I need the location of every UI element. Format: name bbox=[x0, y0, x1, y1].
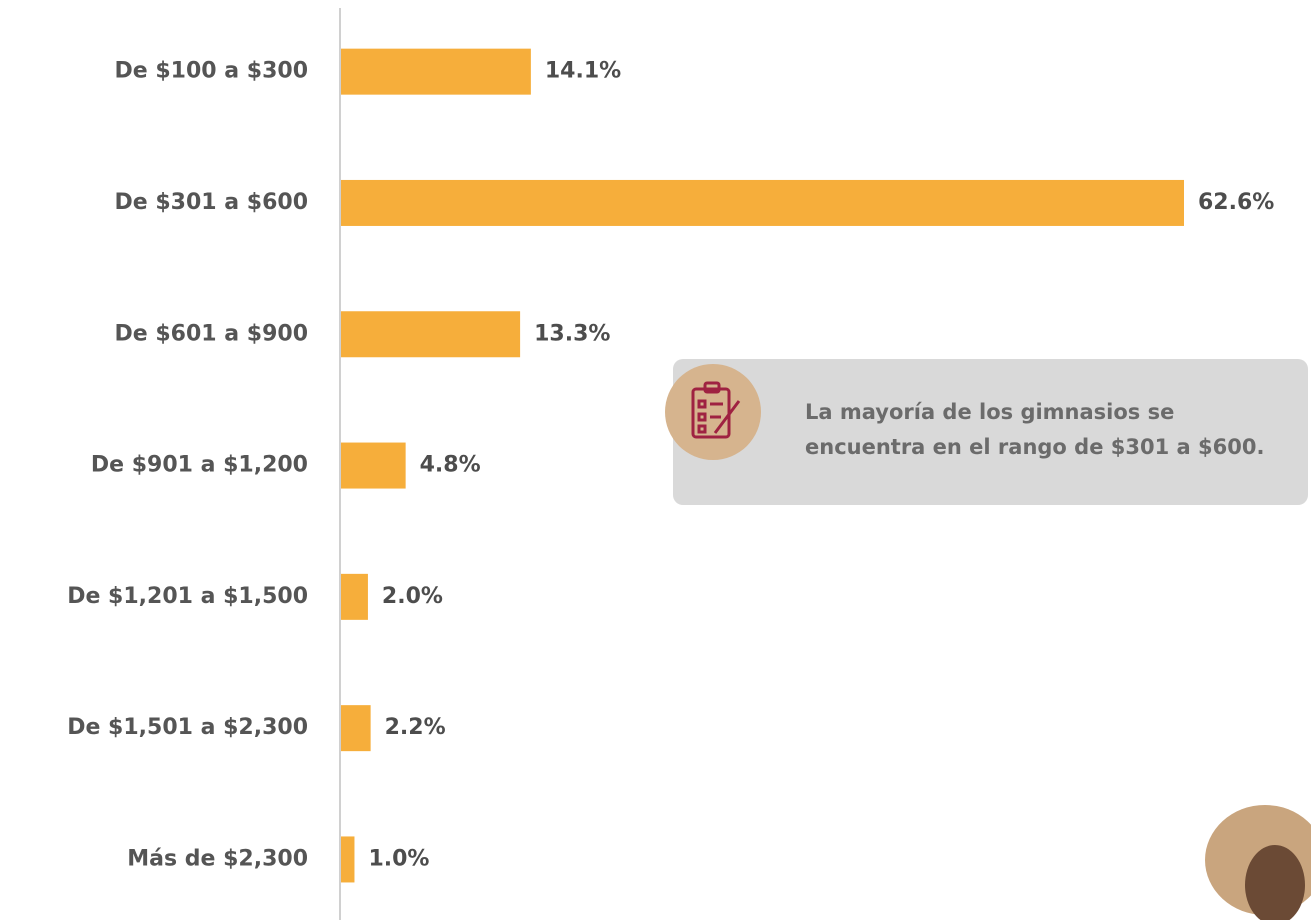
annotation-icon bbox=[665, 364, 761, 460]
bar bbox=[341, 179, 1184, 226]
value-label: 2.0% bbox=[382, 584, 443, 609]
bar bbox=[341, 836, 355, 883]
bar bbox=[341, 705, 371, 752]
value-label: 1.0% bbox=[368, 846, 429, 871]
bar bbox=[341, 311, 521, 358]
value-label: 62.6% bbox=[1198, 190, 1274, 215]
category-label: De $1,201 a $1,500 bbox=[67, 584, 308, 609]
value-label: 13.3% bbox=[534, 321, 610, 346]
bar bbox=[341, 48, 531, 95]
category-label: De $901 a $1,200 bbox=[91, 453, 308, 478]
category-label: Más de $2,300 bbox=[127, 846, 308, 871]
annotation-box: La mayoría de los gimnasios se encuentra… bbox=[665, 359, 1308, 505]
value-label: 2.2% bbox=[385, 715, 446, 740]
category-label: De $601 a $900 bbox=[115, 321, 308, 346]
category-label: De $301 a $600 bbox=[115, 190, 308, 215]
bar bbox=[341, 573, 368, 620]
bar bbox=[341, 442, 406, 489]
category-label: De $100 a $300 bbox=[115, 59, 308, 84]
annotation-text: La mayoría de los gimnasios se encuentra… bbox=[805, 400, 1265, 459]
portrait bbox=[1205, 805, 1311, 920]
value-label: 4.8% bbox=[420, 453, 481, 478]
value-label: 14.1% bbox=[545, 59, 621, 84]
category-label: De $1,501 a $2,300 bbox=[67, 715, 308, 740]
